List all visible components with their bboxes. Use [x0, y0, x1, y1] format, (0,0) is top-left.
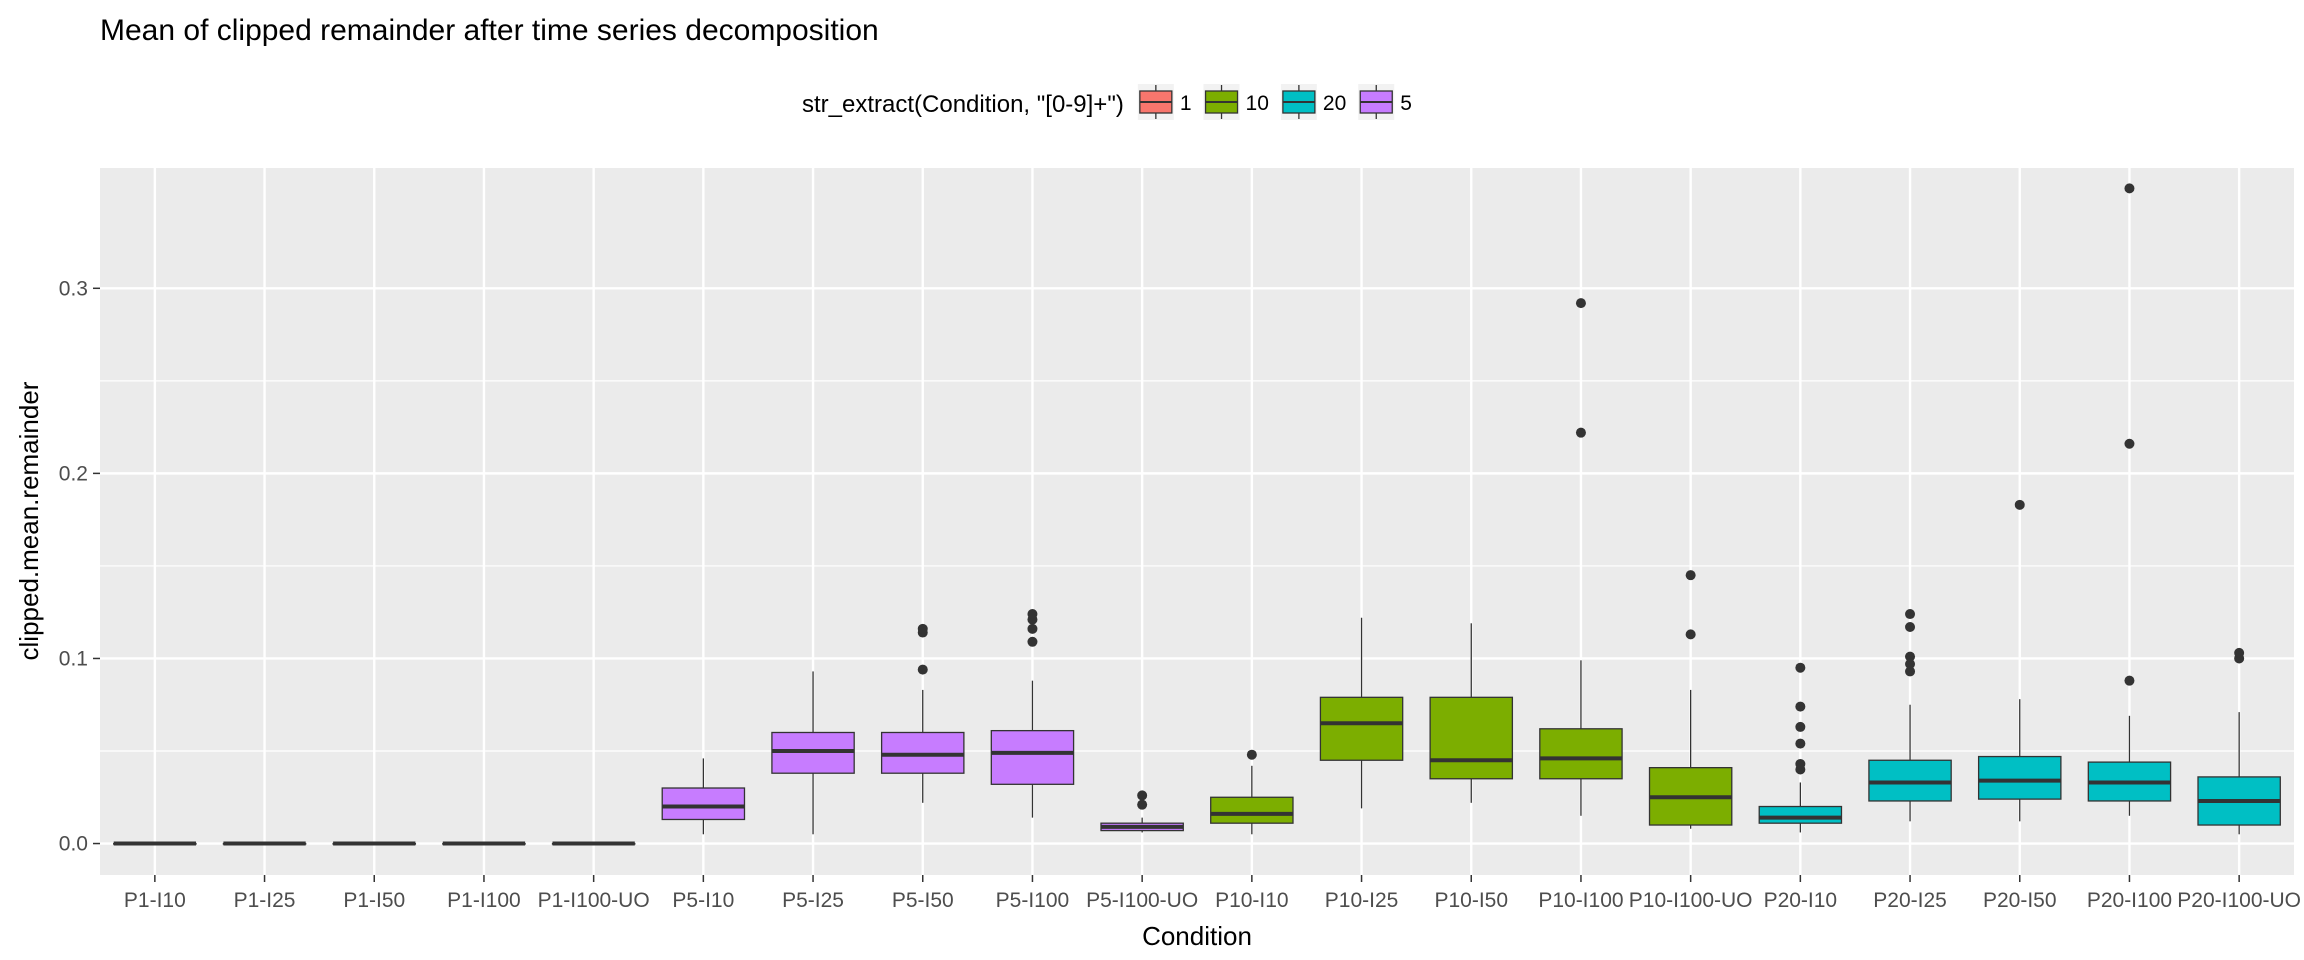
- outlier-point: [917, 623, 928, 634]
- x-tick-label: P20-I10: [1764, 889, 1838, 912]
- box-body: [1210, 796, 1294, 824]
- x-tick-label: P20-I100-UO: [2177, 889, 2301, 912]
- x-tick-label: P20-I50: [1983, 889, 2057, 912]
- box-body: [1429, 696, 1514, 780]
- x-tick-label: P5-I50: [892, 889, 954, 912]
- outlier-point: [1905, 651, 1916, 662]
- box-P10-I10: [1210, 749, 1294, 835]
- box-P5-I50: [880, 623, 965, 803]
- outlier-point: [1795, 721, 1806, 732]
- box-P1-I100-UO: [551, 841, 636, 846]
- x-tick-label: P10-I10: [1215, 889, 1289, 912]
- box-body: [1977, 755, 2062, 800]
- outlier-point: [1027, 636, 1038, 647]
- box-P10-I100: [1539, 298, 1623, 816]
- legend-key-5: 5: [1358, 84, 1412, 120]
- legend-keys: 1 10 20 5: [1137, 84, 1412, 120]
- outlier-point: [1575, 427, 1586, 438]
- box-body: [1319, 696, 1404, 761]
- x-tick-label: P1-I100-UO: [538, 889, 650, 912]
- outlier-point: [1027, 609, 1038, 620]
- legend-key-20: 20: [1280, 84, 1346, 120]
- box-P10-I50: [1429, 623, 1514, 803]
- outlier-point: [2124, 675, 2135, 686]
- box-P1-I100: [442, 841, 526, 846]
- x-axis: P1-I10 P1-I25 P1-I50 P1-I100 P1-I100-UO P5-I1…: [124, 875, 2301, 912]
- x-tick-label: P20-I25: [1873, 889, 1947, 912]
- outlier-point: [1795, 662, 1806, 673]
- x-tick-label: P1-I100: [447, 889, 521, 912]
- x-tick-label: P5-I10: [672, 889, 734, 912]
- x-tick-label: P1-I10: [124, 889, 186, 912]
- x-tick-label: P1-I25: [234, 889, 296, 912]
- outlier-point: [1027, 623, 1038, 634]
- chart-title: Mean of clipped remainder after time ser…: [100, 14, 879, 47]
- outlier-point: [1905, 609, 1916, 620]
- box-P20-I100: [2087, 183, 2172, 816]
- box-P1-I50: [332, 841, 417, 846]
- legend-label: 10: [1246, 92, 1269, 115]
- outlier-point: [1575, 298, 1586, 309]
- y-tick-label: 0.1: [59, 647, 88, 670]
- outlier-point: [1137, 790, 1148, 801]
- y-axis-title: clipped.mean.remainder: [14, 381, 44, 660]
- outlier-point: [1685, 629, 1696, 640]
- outlier-point: [1905, 666, 1916, 677]
- box-body: [1539, 728, 1623, 780]
- box-P5-I100: [990, 609, 1075, 818]
- legend: str_extract(Condition, "[0-9]+") 1 10 20 5: [802, 84, 1412, 120]
- x-tick-label: P20-I100: [2087, 889, 2172, 912]
- outlier-point: [1246, 749, 1257, 760]
- x-tick-label: P10-I100: [1538, 889, 1623, 912]
- box-P5-I25: [771, 671, 855, 835]
- boxes: [113, 183, 2281, 846]
- outlier-point: [1905, 621, 1916, 632]
- y-tick-label: 0.2: [59, 462, 88, 485]
- box-P1-I25: [222, 841, 307, 846]
- legend-label: 20: [1323, 92, 1346, 115]
- outlier-point: [2014, 499, 2025, 510]
- x-tick-label: P10-I25: [1325, 889, 1399, 912]
- outlier-point: [1905, 659, 1916, 670]
- x-tick-label: P1-I50: [343, 889, 405, 912]
- x-tick-label: P5-I25: [782, 889, 844, 912]
- box-P5-I100-UO: [1100, 790, 1184, 833]
- legend-label: 5: [1400, 92, 1412, 115]
- box-P20-I10: [1758, 662, 1843, 833]
- outlier-point: [2234, 647, 2245, 658]
- box-P20-I25: [1868, 609, 1952, 822]
- outlier-point: [2124, 183, 2135, 194]
- box-P1-I10: [113, 841, 197, 846]
- outlier-point: [1795, 738, 1806, 749]
- x-tick-label: P10-I50: [1434, 889, 1508, 912]
- x-tick-label: P5-I100: [996, 889, 1070, 912]
- box-P20-I100-UO: [2197, 647, 2281, 835]
- outlier-point: [917, 664, 928, 675]
- y-tick-label: 0.3: [59, 277, 88, 300]
- legend-key-1: 1: [1137, 84, 1192, 120]
- x-axis-title: Condition: [1142, 921, 1252, 951]
- box-P5-I10: [661, 758, 746, 835]
- outlier-point: [1795, 701, 1806, 712]
- legend-key-10: 10: [1203, 84, 1269, 120]
- outlier-point: [2124, 438, 2135, 449]
- box-P10-I25: [1319, 617, 1404, 809]
- outlier-point: [1795, 758, 1806, 769]
- box-body: [990, 729, 1075, 785]
- legend-title: str_extract(Condition, "[0-9]+"): [802, 91, 1124, 118]
- x-tick-label: P5-I100-UO: [1086, 889, 1198, 912]
- box-P10-I100-UO: [1648, 570, 1733, 829]
- plot-panel: [100, 168, 2294, 875]
- box-body: [661, 787, 746, 821]
- legend-label: 1: [1180, 92, 1192, 115]
- outlier-point: [1685, 570, 1696, 581]
- y-axis: 0.0 0.1 0.2 0.3: [59, 277, 100, 856]
- outlier-point: [1137, 799, 1148, 810]
- box-P20-I50: [1977, 499, 2062, 822]
- y-tick-label: 0.0: [59, 833, 88, 856]
- box-body: [1758, 805, 1843, 824]
- x-tick-label: P10-I100-UO: [1629, 889, 1753, 912]
